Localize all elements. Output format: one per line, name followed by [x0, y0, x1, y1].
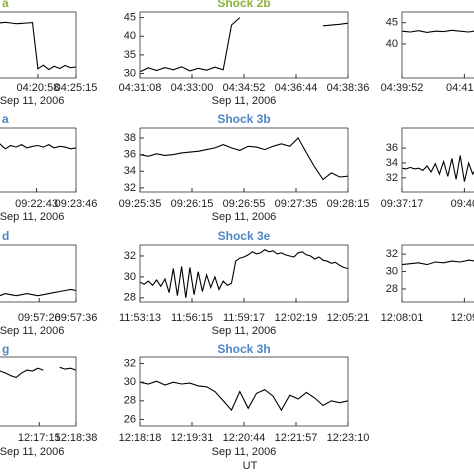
data-line: [139, 17, 349, 73]
x-tick-label: 11:59:17: [223, 312, 265, 324]
data-line: [401, 29, 474, 33]
y-tick-label: 45: [124, 11, 136, 23]
y-tick-label: 28: [124, 395, 136, 407]
y-tick-label: 28: [386, 283, 398, 295]
x-tick-label: 12:21:57: [275, 432, 318, 444]
y-tick-label: 40: [386, 38, 398, 50]
y-tick-label: 30: [124, 271, 136, 283]
x-tick-label: 09:26:55: [223, 198, 266, 210]
data-line: [139, 249, 349, 298]
date-label: Sep 11, 2006: [212, 95, 277, 107]
plot-frame: [0, 127, 77, 193]
plot-frame: [139, 11, 349, 79]
plot-frame: [139, 127, 349, 193]
y-tick-label: 32: [124, 357, 136, 369]
x-tick-label: 04:39:52: [381, 82, 424, 94]
y-tick-label: 30: [386, 265, 398, 277]
x-tick-label: 12:18:18: [119, 432, 162, 444]
data-line: [0, 21, 77, 71]
date-label: Sep 11, 2006: [0, 325, 64, 337]
x-tick-label: 12:02:19: [275, 312, 318, 324]
y-tick-label: 32: [386, 248, 398, 260]
data-line: [139, 380, 349, 412]
x-tick-label: 12:19:31: [171, 432, 214, 444]
x-tick-label: 09:57:36: [55, 312, 98, 324]
panel-title: a: [2, 0, 9, 10]
y-tick-label: 34: [386, 157, 398, 169]
panel-title: d: [2, 229, 9, 243]
x-tick-label: 04:36:44: [275, 82, 318, 94]
y-tick-label: 26: [124, 413, 136, 425]
x-tick-label: 11:53:13: [119, 312, 161, 324]
plot-frame: [0, 356, 77, 427]
x-tick-label: 04:33:00: [171, 82, 214, 94]
plot-frame: [0, 244, 77, 303]
x-tick-label: 12:18:38: [55, 432, 98, 444]
x-tick-label: 09:28:15: [327, 198, 370, 210]
x-tick-label: 04:31:08: [119, 82, 162, 94]
x-tick-label: 04:20:58: [17, 82, 60, 94]
plot-frame: [139, 356, 349, 427]
x-tick-label: 12:23:10: [327, 432, 370, 444]
y-tick-label: 30: [124, 376, 136, 388]
date-label: Sep 11, 2006: [0, 211, 64, 223]
x-tick-label: 04:34:52: [223, 82, 266, 94]
data-line: [401, 155, 474, 182]
x-axis-title: UT: [243, 460, 258, 472]
x-tick-label: 09:23:46: [55, 198, 98, 210]
y-tick-label: 35: [124, 49, 136, 61]
plot-frame: [139, 244, 349, 303]
x-tick-label: 09:22:43: [15, 198, 58, 210]
panel-title: Shock 3h: [217, 342, 270, 356]
y-tick-label: 38: [124, 132, 136, 144]
x-tick-label: 09:27:35: [275, 198, 318, 210]
x-tick-label: 09:37:17: [381, 198, 424, 210]
x-tick-label: 04:38:36: [327, 82, 370, 94]
date-label: Sep 11, 2006: [212, 325, 277, 337]
x-tick-label: 11:56:15: [171, 312, 213, 324]
date-label: Sep 11, 2006: [0, 95, 64, 107]
x-tick-label: 12:08:01: [381, 312, 424, 324]
x-tick-label: 04:25:15: [55, 82, 98, 94]
x-tick-label: 04:41:4: [446, 82, 474, 94]
plot-frame: [401, 11, 474, 79]
x-tick-label: 09:25:35: [119, 198, 162, 210]
y-tick-label: 32: [124, 250, 136, 262]
panel-title: Shock 3b: [217, 112, 270, 126]
plot-frame: [0, 11, 77, 79]
panel-title: a: [2, 112, 9, 126]
x-tick-label: 09:40: [451, 198, 474, 210]
data-line: [401, 259, 474, 266]
y-tick-label: 32: [386, 172, 398, 184]
date-label: Sep 11, 2006: [0, 446, 64, 458]
date-label: Sep 11, 2006: [212, 446, 277, 458]
data-line: [0, 143, 77, 150]
x-tick-label: 12:20:44: [223, 432, 266, 444]
data-line: [0, 288, 77, 297]
x-tick-label: 12:05:21: [327, 312, 370, 324]
plot-frame: [401, 244, 474, 303]
y-tick-label: 34: [124, 165, 136, 177]
y-tick-label: 36: [386, 142, 398, 154]
y-tick-label: 40: [124, 30, 136, 42]
data-line: [139, 137, 349, 181]
data-line: [0, 366, 77, 379]
panel-title: Shock 2b: [217, 0, 270, 10]
y-tick-label: 45: [386, 17, 398, 29]
y-tick-label: 30: [124, 67, 136, 79]
plot-frame: [401, 127, 474, 193]
y-tick-label: 36: [124, 149, 136, 161]
panel-title: g: [2, 342, 9, 356]
x-tick-label: 12:09: [451, 312, 474, 324]
y-tick-label: 32: [124, 182, 136, 194]
y-tick-label: 28: [124, 292, 136, 304]
panel-title: Shock 3e: [218, 229, 271, 243]
x-tick-label: 12:17:15: [18, 432, 61, 444]
x-tick-label: 09:57:26: [18, 312, 61, 324]
x-tick-label: 09:26:15: [171, 198, 214, 210]
date-label: Sep 11, 2006: [212, 211, 277, 223]
